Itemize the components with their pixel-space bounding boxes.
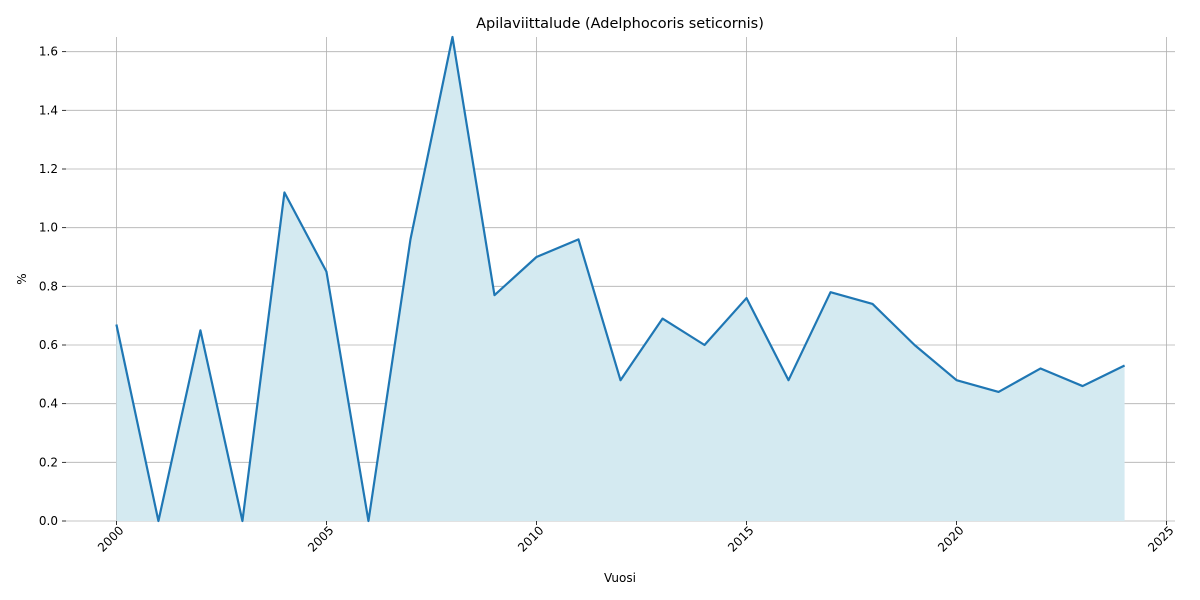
x-axis-label: Vuosi [604,571,636,585]
y-tick-label: 0.6 [39,338,58,352]
x-tick-label: 2000 [95,523,126,554]
x-tick-label: 2010 [515,523,546,554]
y-tick-label: 0.2 [39,455,58,469]
y-tick-label: 0.4 [39,397,58,411]
y-tick-label: 1.6 [39,45,58,59]
y-tick-label: 0.0 [39,514,58,528]
x-tick-label: 2020 [935,523,966,554]
y-tick-label: 1.4 [39,103,58,117]
y-tick-label: 1.2 [39,162,58,176]
y-tick-label: 1.0 [39,221,58,235]
y-tick-label: 0.8 [39,279,58,293]
y-axis-label: % [15,273,29,284]
chart-title: Apilaviittalude (Adelphocoris seticornis… [476,16,764,32]
x-tick-label: 2005 [305,523,336,554]
line [115,35,1126,523]
x-tick-label: 2025 [1145,523,1176,554]
area [116,37,1125,521]
x-tick-label: 2015 [725,523,756,554]
